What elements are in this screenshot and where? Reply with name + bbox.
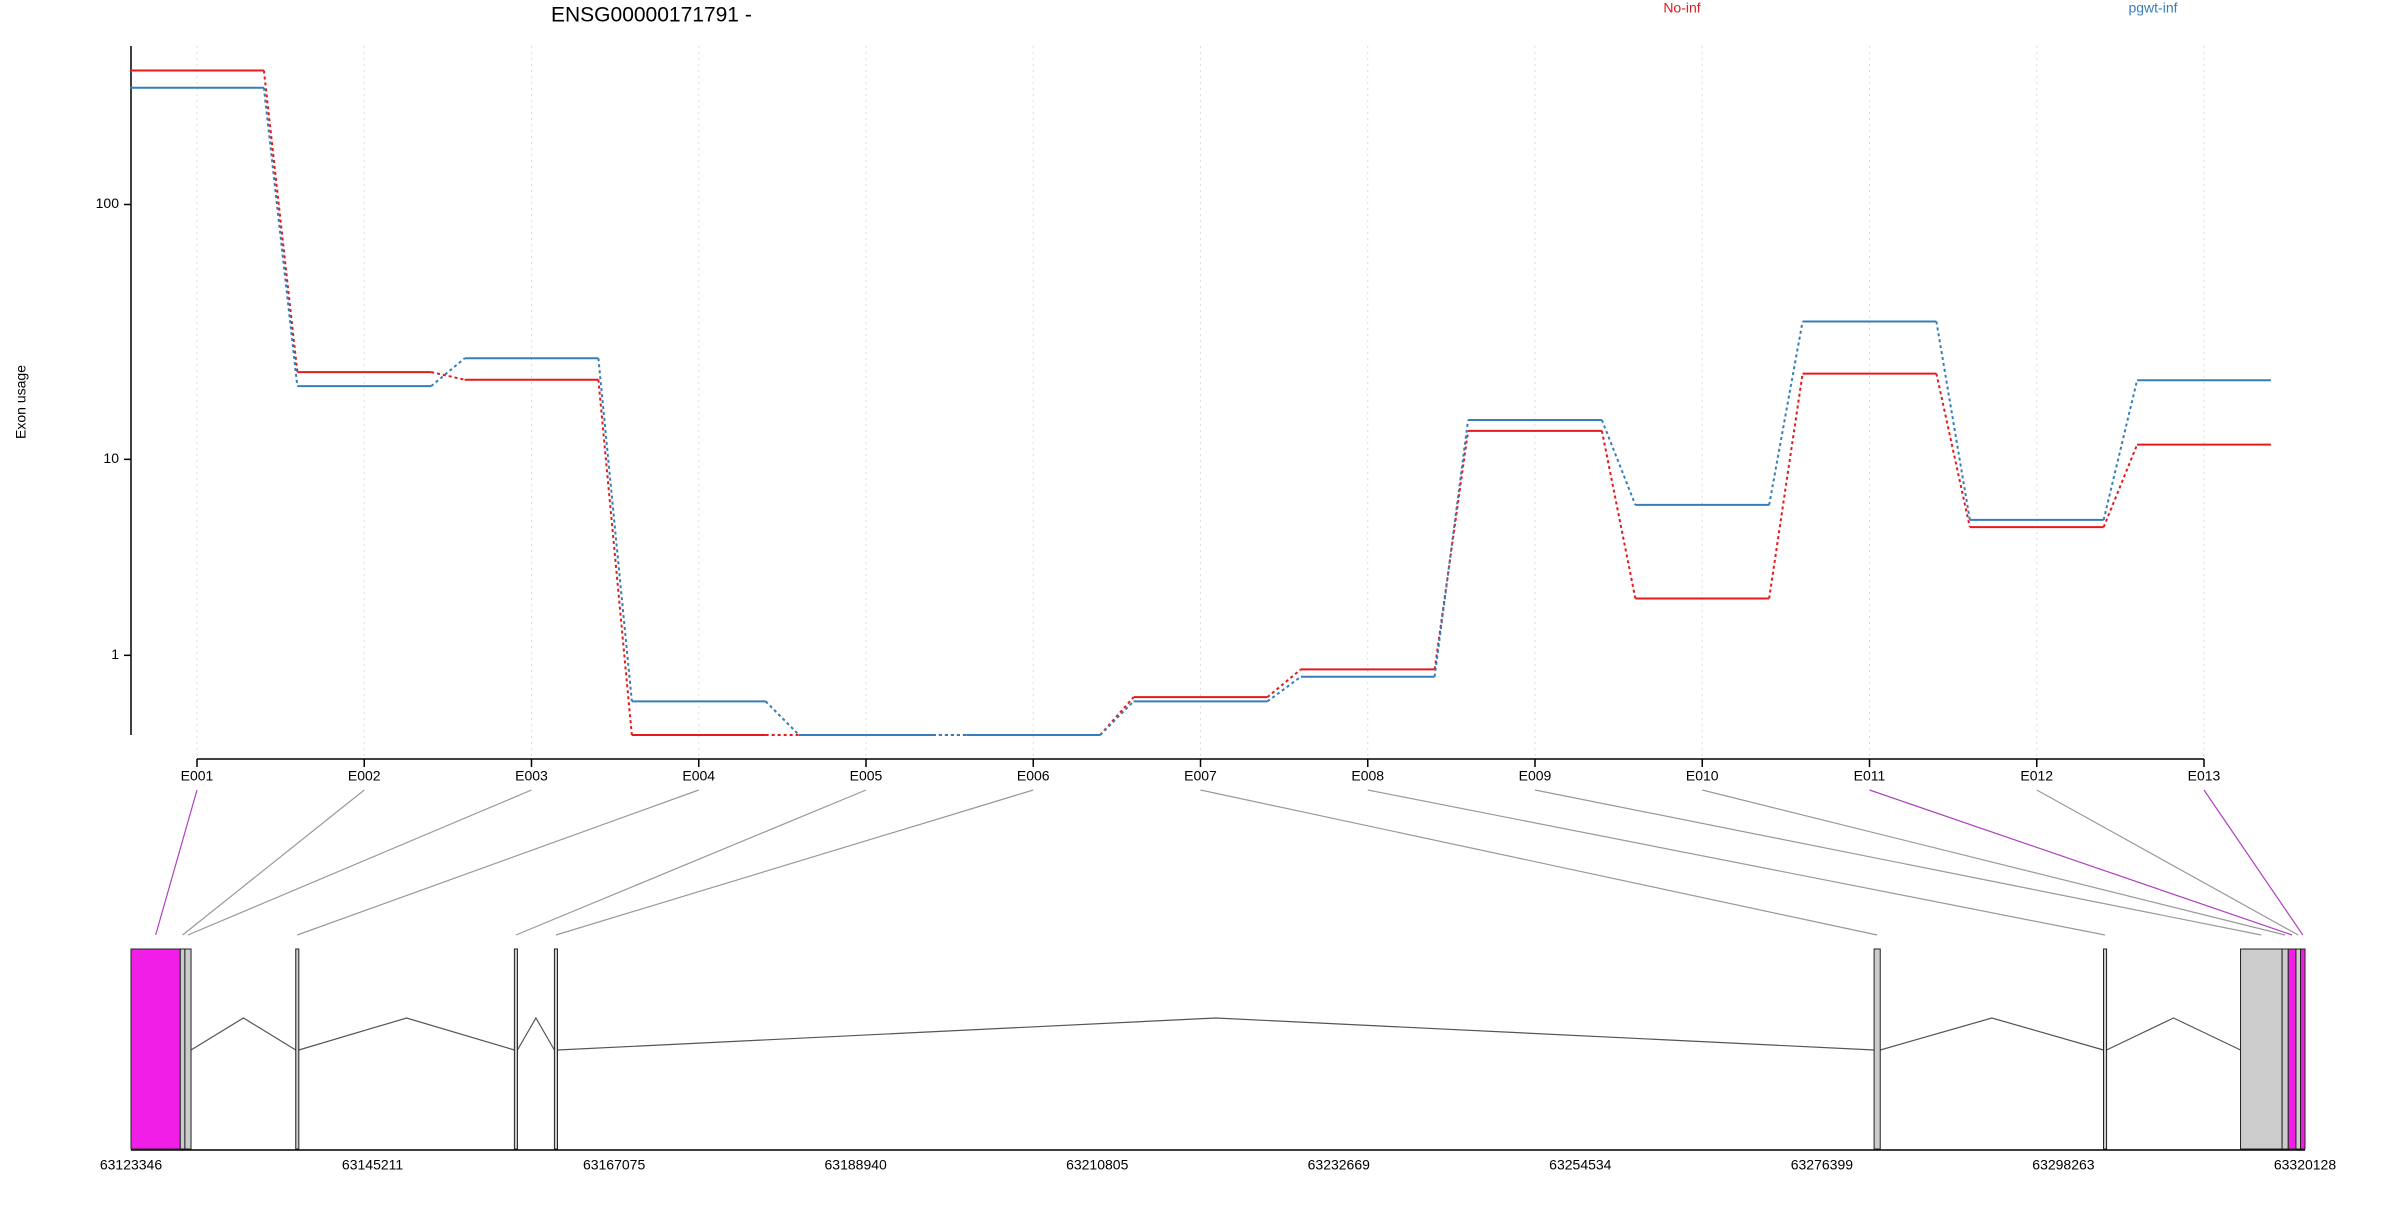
legend-entry: No-inf [1663, 0, 1700, 16]
connector [262, 87, 299, 387]
connector [1600, 419, 1637, 506]
connector [1433, 419, 1470, 677]
connector [1600, 430, 1637, 599]
intron [557, 1017, 1875, 1051]
gene-tick-label: 63188940 [825, 1157, 888, 1173]
x-tick-label: E006 [1017, 768, 1050, 784]
exon-link [1200, 789, 1878, 936]
x-tick-label: E009 [1519, 768, 1552, 784]
exon-link [1534, 789, 2262, 936]
exon [2300, 948, 2306, 1150]
exon [2287, 948, 2297, 1150]
x-tick-label: E012 [2020, 768, 2053, 784]
exon [295, 948, 300, 1150]
x-tick-label: E007 [1184, 768, 1217, 784]
connector [597, 379, 633, 736]
x-tick-label: E003 [515, 768, 548, 784]
exon-link [155, 789, 198, 936]
intron [190, 1017, 297, 1051]
gene-tick-label: 63298263 [2032, 1157, 2095, 1173]
exon [130, 948, 181, 1150]
gene-tick-label: 63210805 [1066, 1157, 1129, 1173]
x-tick-label: E010 [1686, 768, 1719, 784]
connector [2102, 444, 2139, 528]
exon [1873, 948, 1881, 1150]
gene-tick-label: 63123346 [100, 1157, 163, 1173]
intron [2106, 1017, 2241, 1051]
gene-tick-label: 63232669 [1308, 1157, 1371, 1173]
legend-entry: pgwt-inf [2128, 0, 2177, 16]
exon [2295, 948, 2302, 1150]
connector [597, 358, 633, 702]
exon-link [1702, 789, 2286, 936]
exon-link [515, 789, 867, 936]
x-tick-label: E004 [682, 768, 715, 784]
exon-link [182, 789, 365, 936]
connector [1266, 675, 1302, 703]
connector [1099, 700, 1135, 736]
x-tick-label: E013 [2188, 768, 2221, 784]
connector [262, 70, 299, 373]
exon-link [187, 789, 532, 936]
exon [513, 948, 518, 1150]
gene-tick-label: 63254534 [1549, 1157, 1612, 1173]
gene-tick-label: 63145211 [342, 1157, 403, 1173]
x-tick-label: E001 [181, 768, 214, 784]
chart-title: ENSG00000171791 - [551, 4, 752, 27]
y-tick-label: 1 [111, 646, 119, 662]
gene-tick-label: 63167075 [583, 1157, 646, 1173]
intron [298, 1017, 515, 1051]
exon-link [1869, 789, 2293, 936]
x-tick-label: E008 [1351, 768, 1384, 784]
connector [2102, 379, 2139, 521]
exon [184, 948, 192, 1150]
exon [2281, 948, 2289, 1150]
x-tick-label: E011 [1854, 768, 1886, 784]
exon [2103, 948, 2108, 1150]
exon [2240, 948, 2283, 1150]
y-tick-label: 10 [103, 450, 119, 466]
x-tick-label: E005 [850, 768, 883, 784]
intron [516, 1016, 555, 1051]
exon [553, 948, 558, 1150]
x-tick-label: E002 [348, 768, 381, 784]
connector [430, 357, 466, 387]
gene-tick-label: 63276399 [1791, 1157, 1854, 1173]
connector [430, 371, 465, 381]
y-axis-label: Exon usage [13, 365, 29, 439]
y-tick-label: 100 [96, 195, 120, 211]
exon-link [2036, 789, 2299, 936]
connector [1266, 668, 1302, 698]
connector [764, 700, 800, 736]
intron [1880, 1017, 2104, 1051]
connector [1935, 373, 1971, 528]
exon-link [2203, 789, 2304, 936]
gene-tick-label: 63320128 [2274, 1157, 2337, 1173]
connector [1935, 321, 1971, 521]
exon-link [1367, 789, 2106, 936]
exon-link [297, 789, 699, 936]
connector [1768, 321, 1804, 506]
exon-link [555, 789, 1034, 936]
exon [179, 948, 186, 1150]
connector [1768, 373, 1804, 599]
